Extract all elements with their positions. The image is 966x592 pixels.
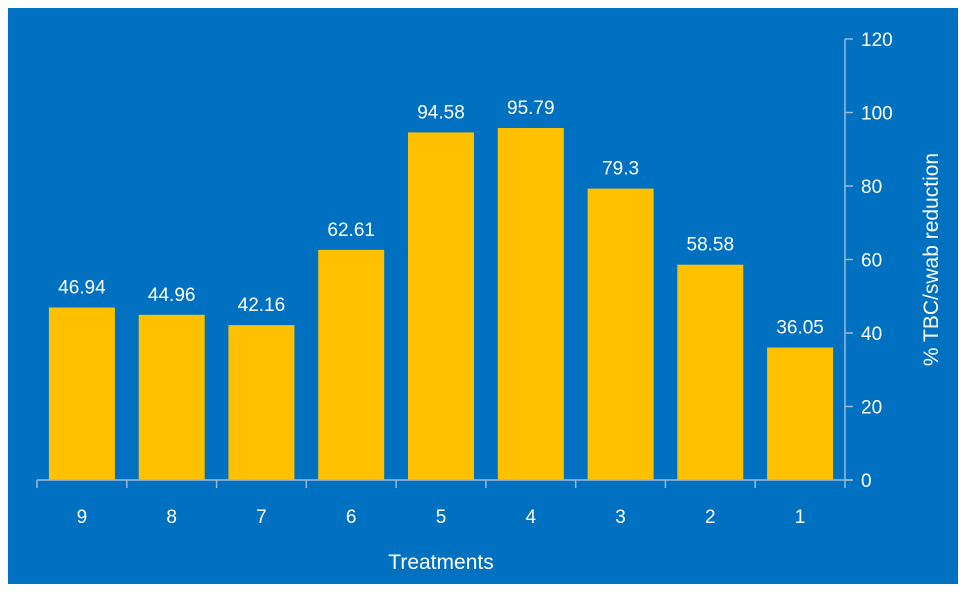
y-tick-label-80: 80 (861, 177, 882, 198)
x-tick-label-6: 6 (346, 507, 357, 528)
bar-1 (767, 347, 834, 480)
bar-3 (587, 188, 654, 480)
bar-chart: 46.94 44.96 42.16 62.61 94.58 95.79 79.3 58.58 3… (8, 8, 958, 584)
x-axis-title: Treatments (388, 551, 493, 574)
bar-5 (408, 132, 474, 480)
x-tick-label-3: 3 (615, 507, 626, 528)
y-axis-title: % TBC/swab reduction (920, 153, 943, 366)
x-tick-label-7: 7 (256, 507, 267, 528)
x-tick-label-2: 2 (705, 507, 716, 528)
y-tick-label-60: 60 (861, 251, 882, 272)
bar-2 (677, 264, 744, 480)
data-label-4: 95.79 (507, 98, 555, 119)
data-label-5: 94.58 (417, 102, 465, 123)
axis-layer: 9 8 7 6 5 4 3 2 1 0 20 40 60 80 100 120 (36, 30, 893, 528)
data-label-3: 79.3 (602, 159, 639, 180)
y-tick-label-40: 40 (861, 324, 882, 345)
bars-layer: 46.94 44.96 42.16 62.61 94.58 95.79 79.3 58.58 3… (48, 98, 834, 480)
data-label-7: 42.16 (238, 295, 286, 316)
chart-background (8, 8, 958, 584)
bar-9 (48, 307, 115, 480)
data-label-6: 62.61 (327, 220, 375, 241)
y-tick-label-120: 120 (861, 30, 893, 51)
data-label-9: 46.94 (58, 278, 106, 299)
data-label-2: 58.58 (687, 235, 735, 256)
x-tick-label-4: 4 (526, 507, 537, 528)
bar-4 (497, 128, 564, 480)
bar-8 (138, 314, 205, 480)
y-tick-label-20: 20 (861, 398, 882, 419)
x-tick-label-1: 1 (795, 507, 806, 528)
y-tick-label-0: 0 (861, 471, 872, 492)
bar-7 (228, 325, 295, 480)
data-label-8: 44.96 (148, 285, 196, 306)
bar-6 (318, 249, 385, 480)
x-tick-label-5: 5 (436, 507, 447, 528)
x-tick-label-8: 8 (166, 507, 177, 528)
x-tick-label-9: 9 (77, 507, 88, 528)
y-tick-label-100: 100 (861, 104, 893, 125)
data-label-1: 36.05 (776, 318, 824, 339)
chart-frame: 46.94 44.96 42.16 62.61 94.58 95.79 79.3 58.58 3… (8, 8, 958, 584)
